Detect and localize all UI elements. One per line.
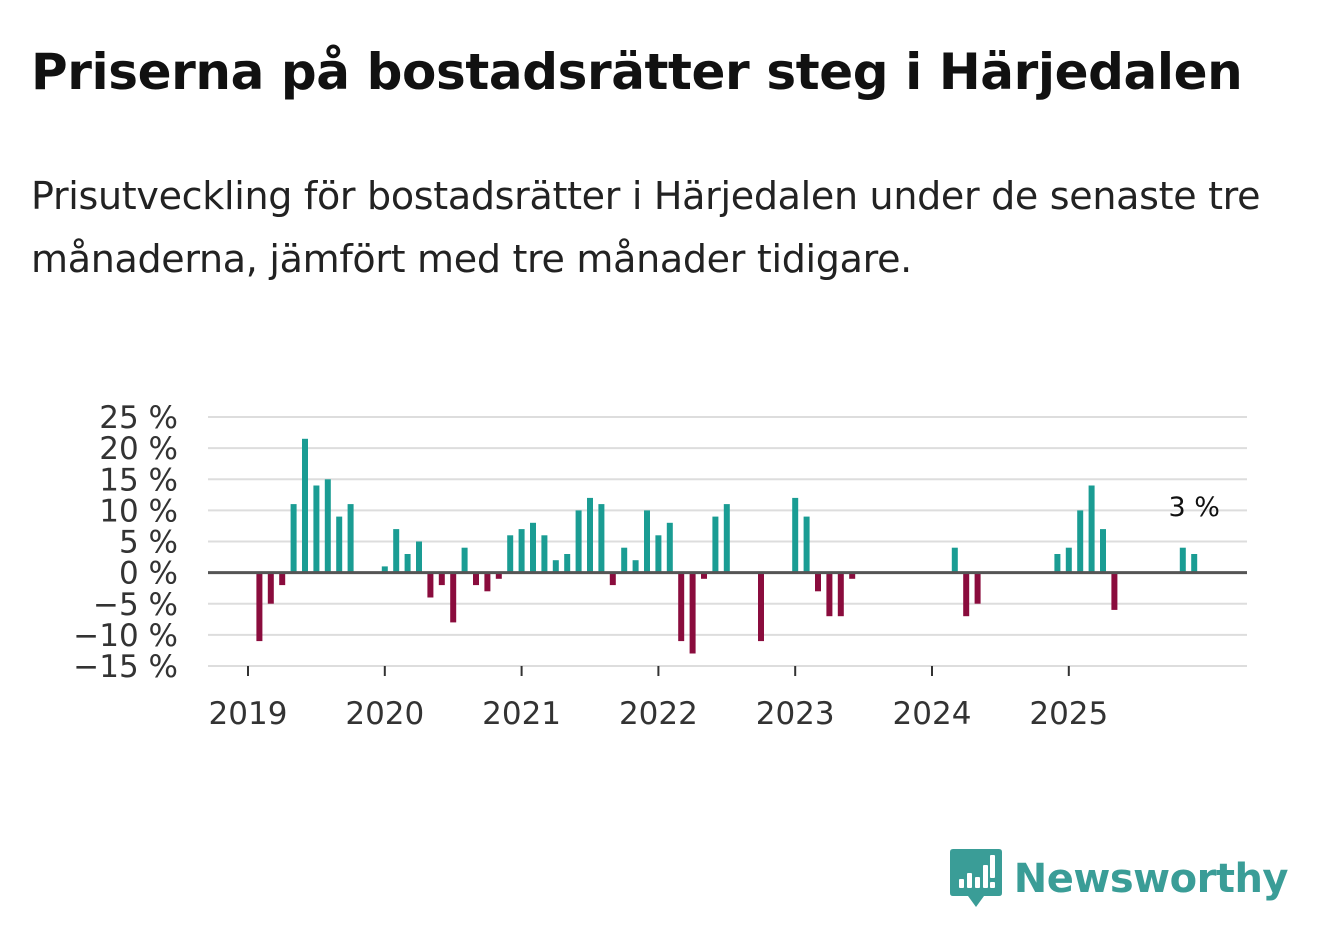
x-tick-label: 2021 (482, 696, 561, 732)
y-tick-label: −5 % (93, 587, 178, 623)
brand-name: Newsworthy (1013, 856, 1289, 902)
x-tick-label: 2025 (1029, 696, 1108, 732)
bar (552, 560, 559, 573)
bar (723, 504, 730, 573)
bar (1065, 547, 1072, 573)
bar (575, 510, 582, 573)
x-tick-label: 2022 (619, 696, 698, 732)
bar (632, 560, 639, 573)
bar (473, 572, 479, 586)
bar-series (256, 438, 1198, 654)
newsworthy-chart-bubble-icon (949, 849, 1002, 907)
bar (792, 497, 799, 573)
bar (1111, 572, 1118, 610)
x-tick-label: 2019 (209, 696, 288, 732)
y-tick-label: 0 % (119, 556, 178, 592)
bar (655, 535, 662, 573)
bar (1088, 485, 1095, 573)
chart-subtitle: Prisutveckling för bostadsrätter i Härje… (31, 174, 1261, 281)
bar (815, 572, 821, 592)
bar (302, 438, 308, 573)
x-tick-label: 2024 (893, 696, 972, 732)
bar (279, 572, 286, 586)
bar (666, 522, 673, 573)
bar (484, 572, 491, 592)
bar (324, 479, 331, 573)
bar (974, 572, 981, 604)
bar (290, 504, 297, 573)
bar-chart: 25 %20 %15 %10 %5 %0 %−5 %−10 %−15 % 201… (73, 400, 1247, 732)
bar (495, 572, 502, 579)
bar (461, 547, 468, 573)
bar (837, 572, 844, 617)
bar (701, 572, 707, 579)
y-tick-label: 5 % (119, 525, 178, 561)
bar (518, 529, 525, 573)
y-tick-label: 15 % (99, 462, 178, 498)
bar (267, 572, 274, 604)
bar (963, 572, 970, 617)
bar (1100, 529, 1106, 573)
bar (712, 516, 719, 573)
bar (803, 516, 810, 573)
bar (427, 572, 434, 598)
bar (1179, 547, 1186, 573)
bar (450, 572, 457, 623)
y-tick-label: −10 % (73, 618, 178, 654)
y-axis-tick-labels: 25 %20 %15 %10 %5 %0 %−5 %−10 %−15 % (73, 400, 178, 685)
newsworthy-brand: Newsworthy (949, 849, 1289, 909)
y-tick-label: −15 % (73, 649, 178, 685)
bar (678, 572, 685, 642)
bar (1077, 510, 1084, 573)
bar (313, 485, 320, 573)
bar (1054, 554, 1061, 573)
bar (564, 554, 571, 573)
bar (598, 504, 605, 573)
y-tick-label: 20 % (99, 431, 178, 467)
bar (507, 535, 514, 573)
bar (951, 547, 958, 573)
annotation-group: 3 % (1168, 492, 1219, 523)
x-tick-label: 2023 (756, 696, 835, 732)
bar (530, 522, 536, 573)
bar (689, 572, 696, 654)
x-axis-ticks: 2019 2020 2021 2022 2023 2024 2025 (209, 666, 1108, 732)
bar (1191, 554, 1198, 573)
bar (256, 572, 263, 642)
bar (644, 510, 650, 573)
bar (381, 566, 388, 573)
chart-title: Priserna på bostadsrätter steg i Härjeda… (31, 43, 1243, 101)
y-tick-label: 25 % (99, 400, 178, 436)
bar (541, 535, 548, 573)
bar (758, 572, 764, 642)
bar (826, 572, 833, 617)
bar (404, 554, 411, 573)
x-tick-label: 2020 (345, 696, 424, 732)
bar (609, 572, 616, 586)
bar (438, 572, 445, 586)
bar (393, 529, 400, 573)
bar (621, 547, 628, 573)
latest-value-annotation: 3 % (1168, 492, 1219, 523)
bar (587, 497, 593, 573)
y-tick-label: 10 % (99, 493, 178, 529)
bar (416, 541, 422, 573)
bar (849, 572, 856, 579)
bar (347, 504, 354, 573)
bar (336, 516, 343, 573)
